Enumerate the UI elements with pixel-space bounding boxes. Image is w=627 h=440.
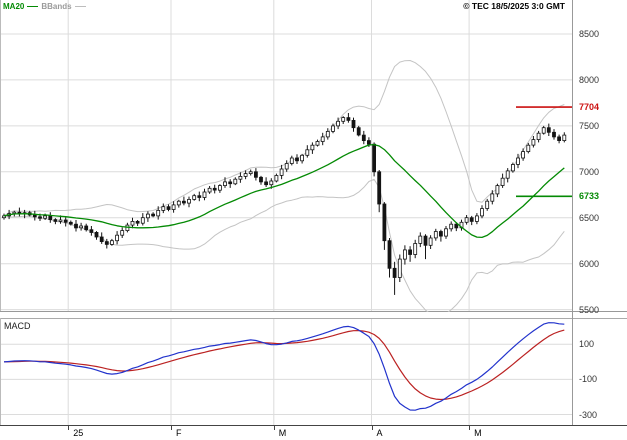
price-chart-svg [0, 0, 627, 312]
copyright-text: © TEC 18/5/2025 3:0 GMT [463, 1, 565, 11]
macd-chart-svg [0, 318, 627, 425]
month-tick [273, 426, 275, 430]
month-label: 25 [73, 428, 84, 438]
price-axis-label: 5500 [579, 304, 600, 315]
month-tick [68, 426, 70, 430]
month-tick [171, 426, 172, 430]
month-tick [371, 426, 373, 430]
month-tick [469, 426, 471, 430]
resistance-level-label: 7704 [579, 102, 600, 113]
price-panel [0, 0, 627, 312]
price-axis-label: 7500 [579, 120, 600, 131]
price-axis-label: 7000 [579, 166, 600, 177]
price-axis: 8500 8000 7500 7000 6500 6000 5500 7704 6733 100 -… [572, 0, 627, 425]
legend: MA20 BBands [3, 1, 86, 12]
time-axis: 25 F M A M [0, 425, 627, 440]
macd-axis-label: 100 [579, 339, 595, 350]
bbands-legend-label: BBands [41, 2, 72, 11]
month-label: A [376, 428, 383, 438]
price-axis-label: 6000 [579, 258, 600, 269]
macd-panel-label: MACD [4, 321, 31, 331]
month-label: M [474, 428, 482, 438]
macd-panel [0, 318, 627, 425]
ma20-line-sample-icon [27, 6, 39, 7]
month-label: F [176, 428, 182, 438]
price-axis-label: 6500 [579, 212, 600, 223]
macd-axis-label: -300 [579, 409, 598, 420]
macd-axis-label: -100 [579, 374, 598, 385]
support-level-label: 6733 [579, 191, 600, 202]
bbands-line-sample-icon [74, 6, 86, 7]
ma20-legend-label: MA20 [3, 2, 25, 11]
month-label: M [278, 428, 287, 438]
price-axis-label: 8000 [579, 74, 600, 85]
price-axis-label: 8500 [579, 29, 600, 39]
